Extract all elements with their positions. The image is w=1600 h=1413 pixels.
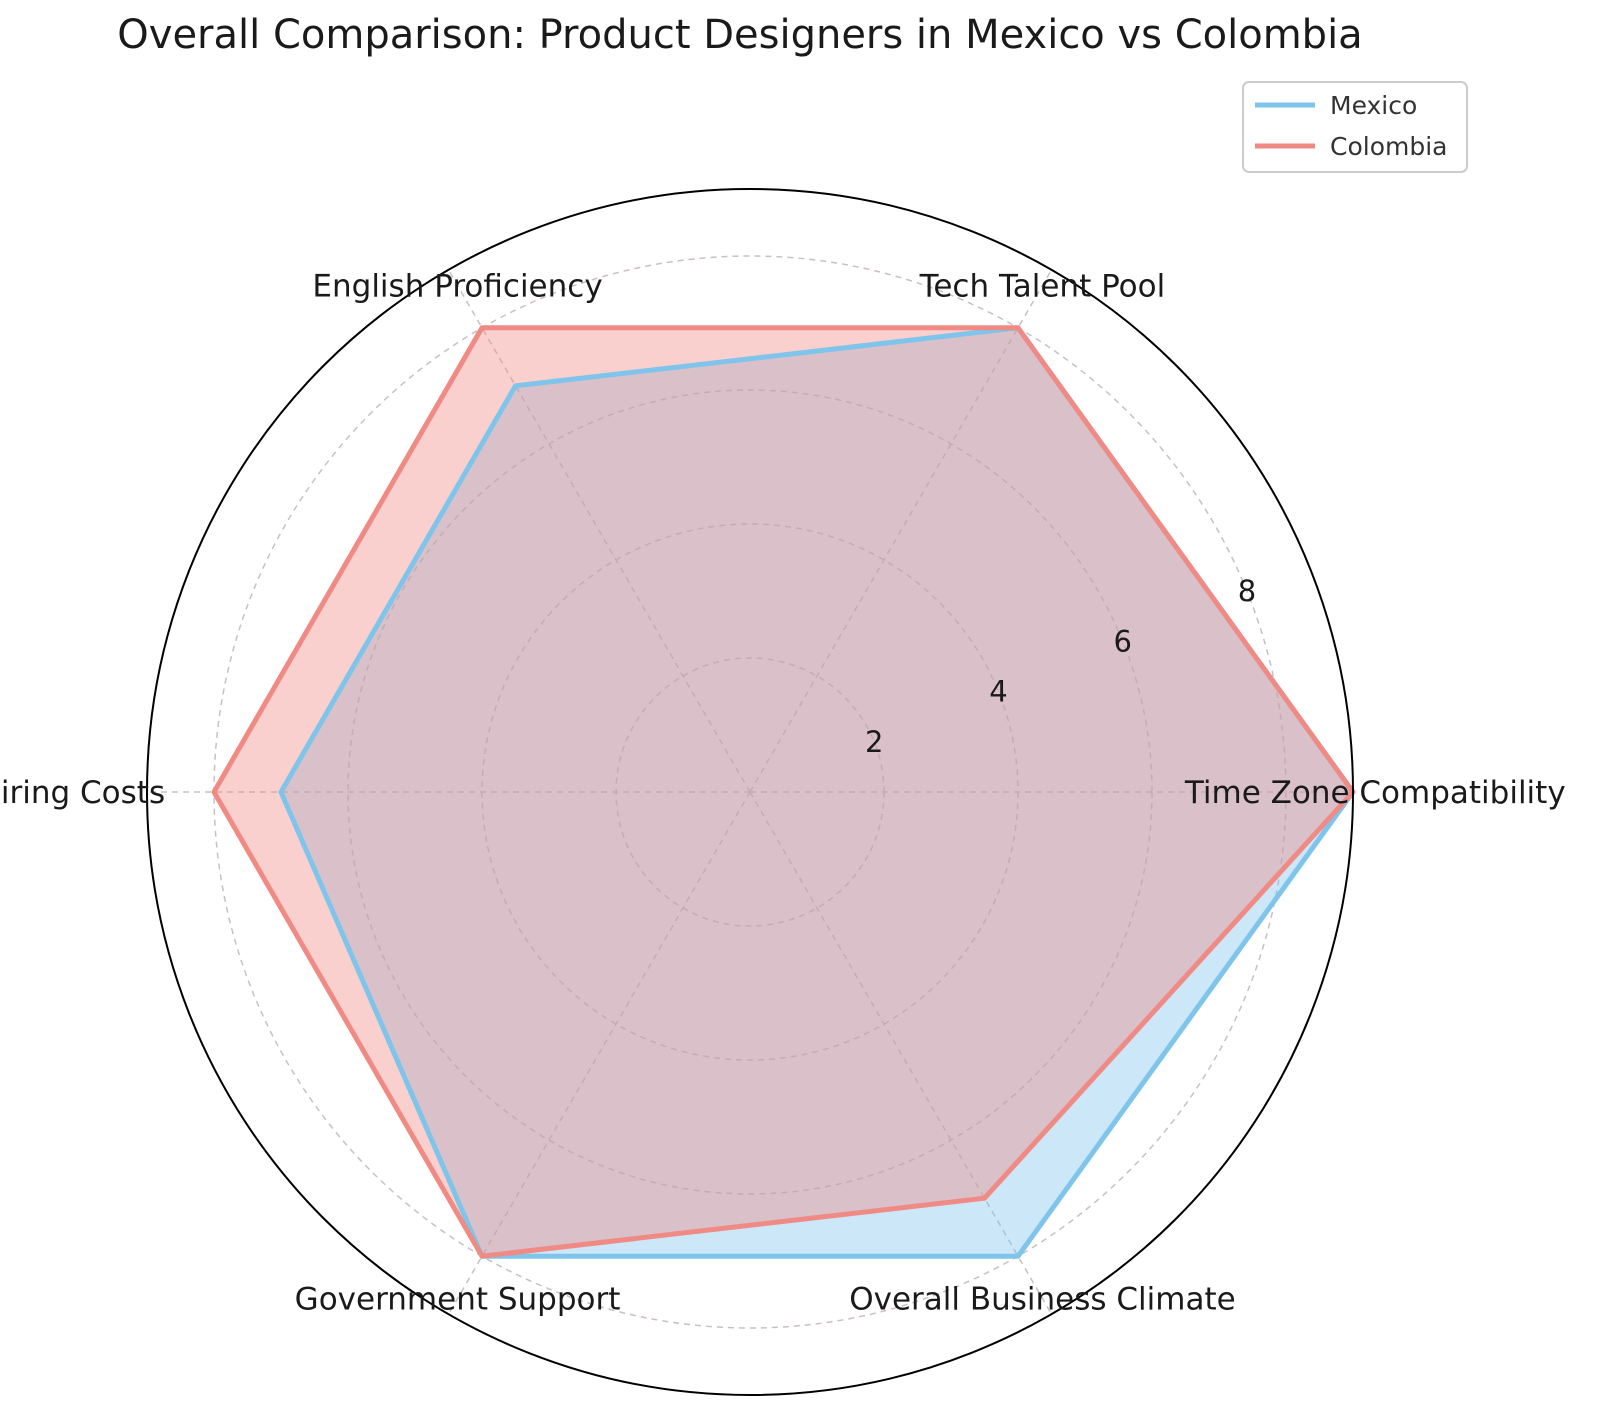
legend: Mexico Colombia <box>1242 81 1468 173</box>
series-layer <box>211 325 1356 1259</box>
label-layer: Time Zone Compatibility Tech Talent Pool E… <box>0 268 1566 1317</box>
series-fill-colombia <box>214 327 1353 1257</box>
outer-circle <box>146 188 1354 1396</box>
spoke-4 <box>447 791 751 1315</box>
category-label: Tech Talent Pool <box>919 268 1166 304</box>
spoke-5 <box>749 791 1053 1315</box>
chart-title: Overall Comparison: Product Designers in… <box>117 12 1363 58</box>
spoke-1 <box>749 269 1053 793</box>
category-label: English Proficiency <box>312 268 602 304</box>
radial-tick-label: 4 <box>989 675 1007 709</box>
legend-label-colombia: Colombia <box>1330 132 1447 161</box>
category-label: Government Support <box>295 1282 621 1318</box>
category-label: Time Zone Compatibility <box>1184 775 1566 811</box>
series-line-colombia <box>211 325 1356 1259</box>
radial-tick-label: 6 <box>1114 624 1132 658</box>
category-label: Overall Business Climate <box>849 1282 1236 1318</box>
legend-label-mexico: Mexico <box>1330 91 1417 120</box>
category-label: Hiring Costs <box>0 775 165 811</box>
radial-tick-label: 8 <box>1238 574 1256 608</box>
radial-tick-label: 2 <box>865 725 883 759</box>
spoke-2 <box>447 269 751 793</box>
series-fill-mexico <box>281 327 1353 1257</box>
